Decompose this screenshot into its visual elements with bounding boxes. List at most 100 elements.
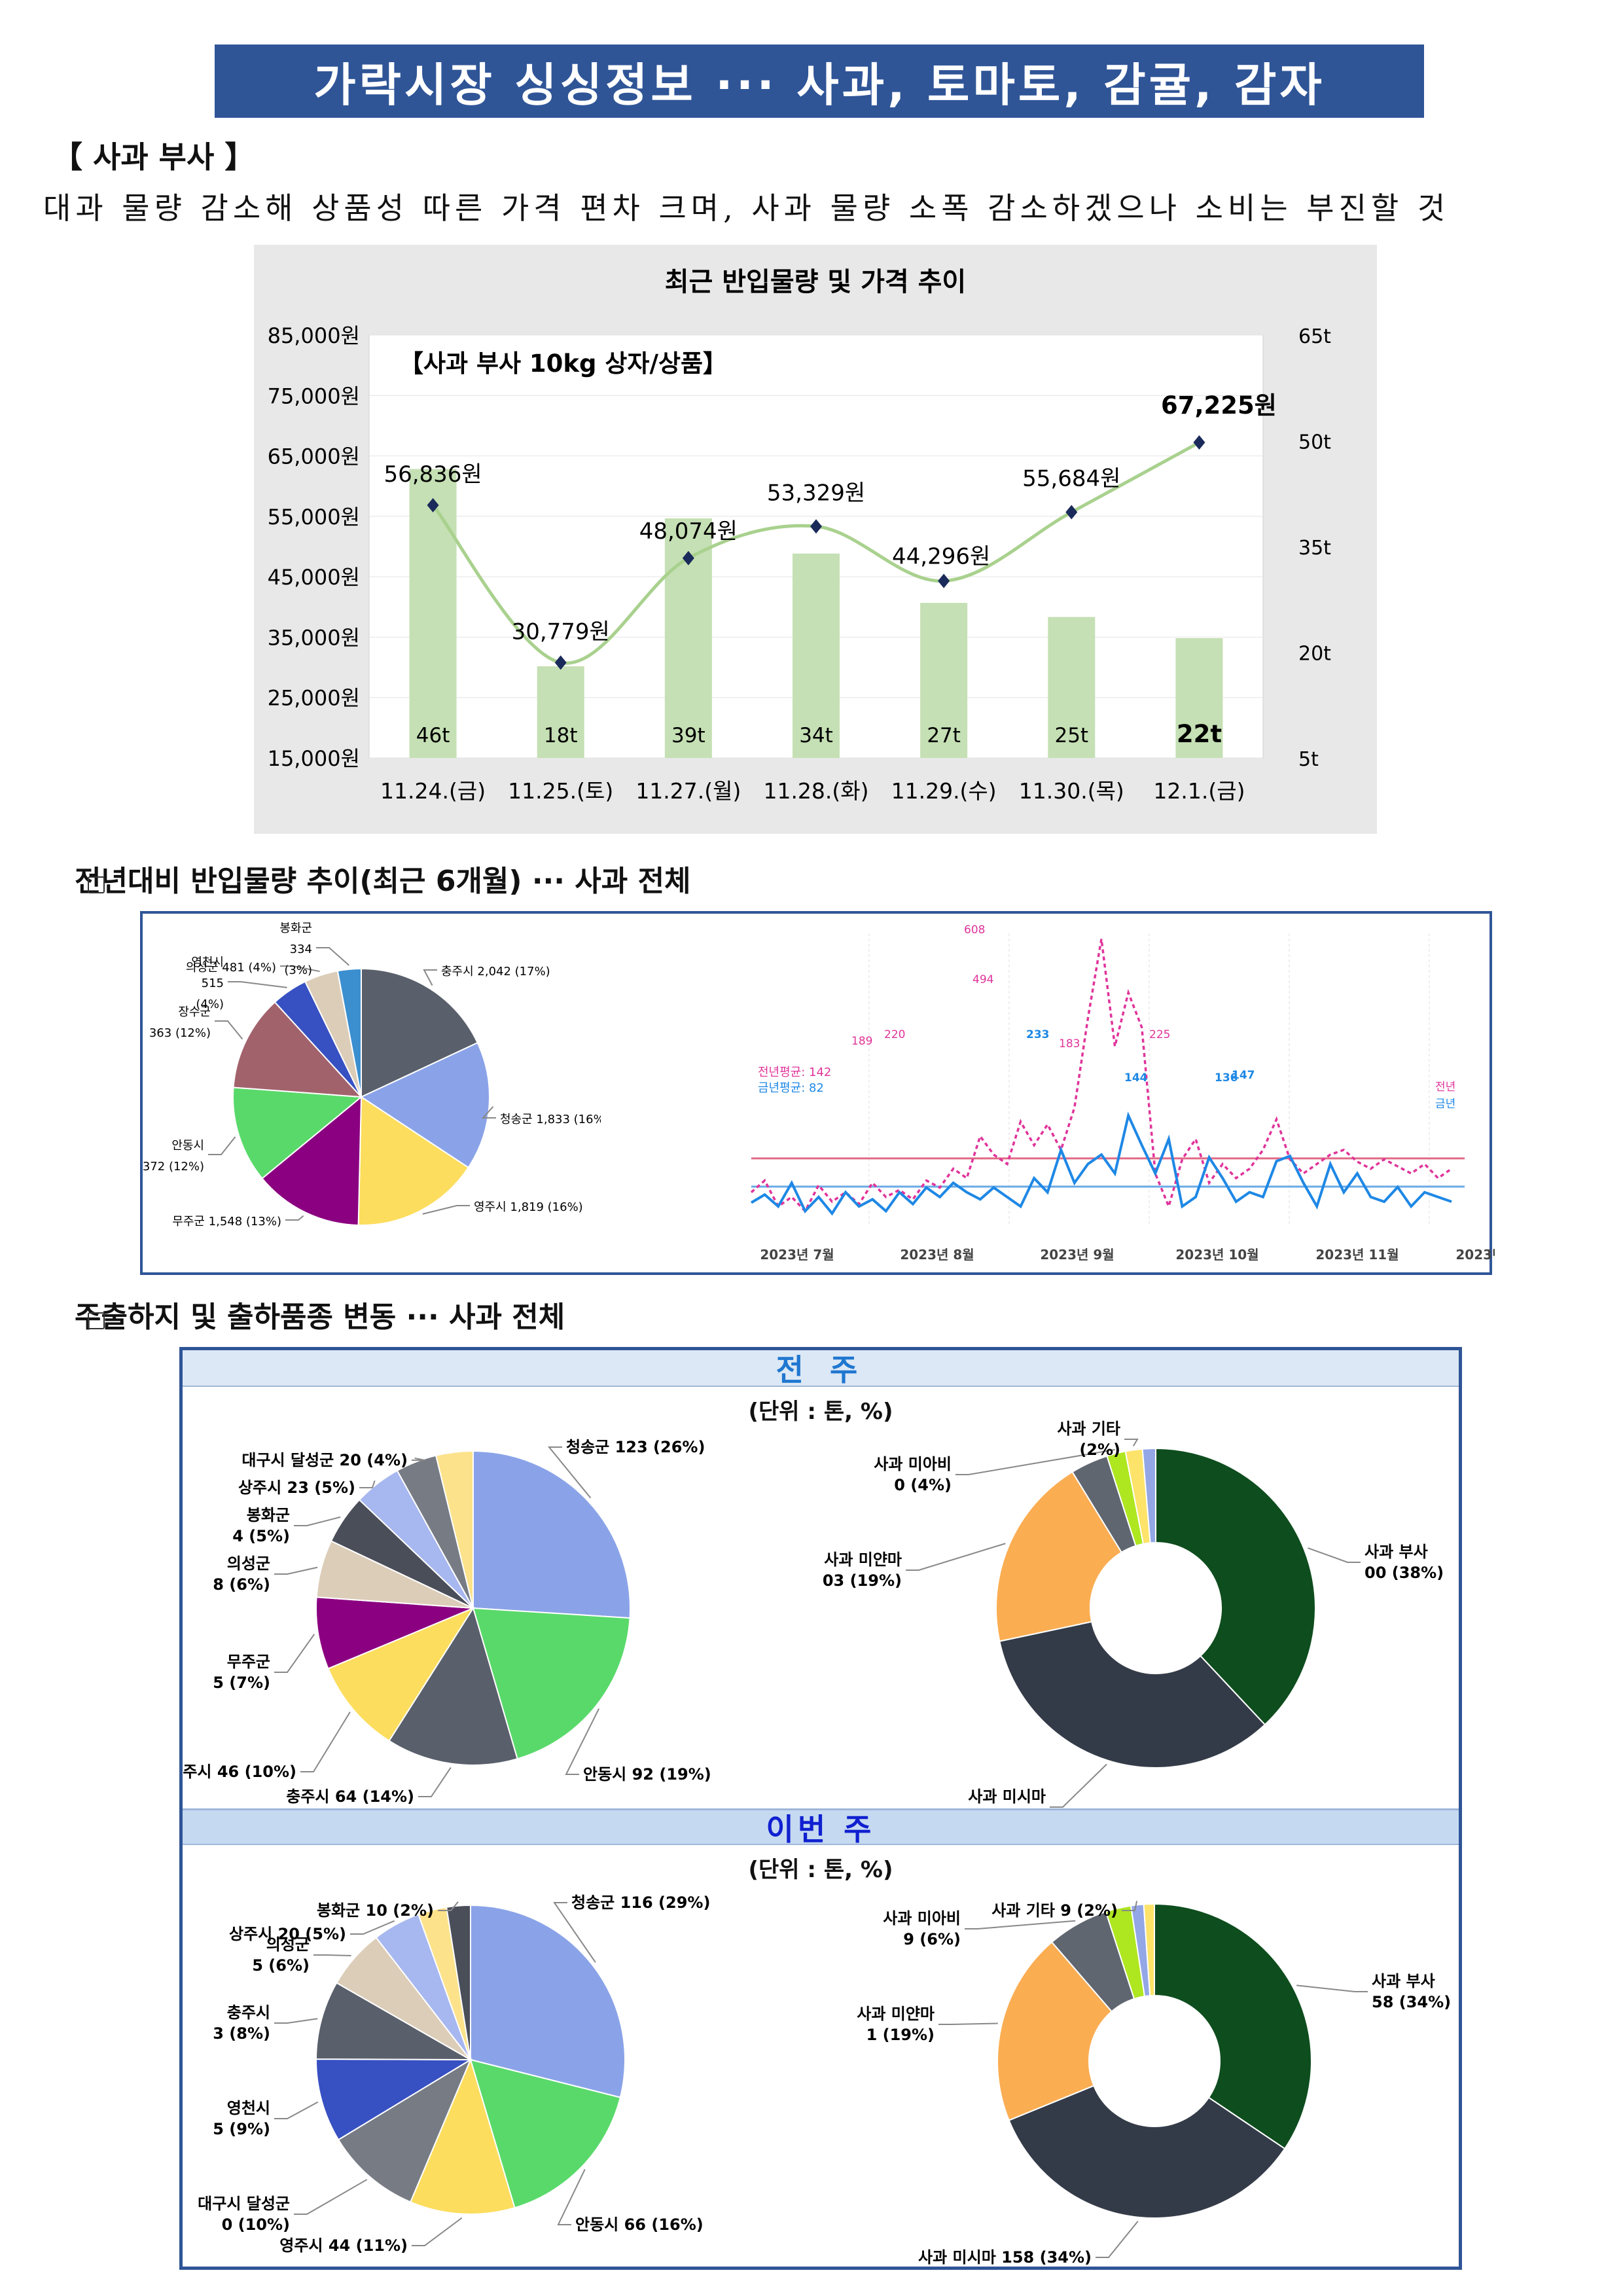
y-right-tick: 35t bbox=[1298, 537, 1331, 560]
annotation: 494 bbox=[972, 973, 993, 986]
annotation: 금년 bbox=[1435, 1098, 1455, 1111]
slice-label: 청송군 116 (29%) bbox=[571, 1893, 710, 1912]
price-line bbox=[431, 440, 1200, 665]
pie-slice bbox=[315, 2058, 473, 2141]
pie-slice bbox=[232, 1001, 363, 1098]
slice-label: 의성군 bbox=[227, 1554, 270, 1573]
pie-slice bbox=[1155, 1447, 1316, 1726]
slice-label: 58 (34%) bbox=[1372, 1993, 1451, 2011]
pie-slice bbox=[361, 967, 478, 1098]
pie-slice bbox=[1143, 1903, 1155, 1997]
price-marker bbox=[938, 573, 950, 588]
pie-slice bbox=[337, 2058, 473, 2203]
pie-slice bbox=[470, 1904, 626, 2098]
price-marker bbox=[682, 550, 694, 565]
bar-label: 39t bbox=[671, 724, 705, 747]
bar bbox=[537, 666, 584, 758]
bar-label: 27t bbox=[927, 724, 961, 747]
slice-label: 9 (6%) bbox=[903, 1930, 961, 1948]
pie-slice bbox=[357, 1096, 470, 1226]
annotation: 금년평균: 82 bbox=[758, 1081, 824, 1095]
slice-label: 사과 미얀마 bbox=[857, 2005, 935, 2023]
annotation: 147 bbox=[1232, 1069, 1255, 1082]
leader-line bbox=[1096, 2221, 1139, 2258]
annotation: 608 bbox=[964, 924, 985, 937]
x-tick: 2023년 10월 bbox=[1175, 1247, 1258, 1263]
slice-label: 0 (10%) bbox=[222, 2215, 290, 2234]
region-pie-6m: 충주시 2,042 (17%) 청송군 1,833 (16%) 영주시 1,819 … bbox=[143, 922, 601, 1229]
y-right-tick: 5t bbox=[1298, 748, 1319, 771]
series-line bbox=[750, 1111, 1452, 1216]
leader-line bbox=[274, 2018, 318, 2024]
y-left-tick: 85,000원 bbox=[268, 323, 360, 348]
section3-heading: 주출하지 및 출하품종 변동 ··· 사과 전체 bbox=[75, 1300, 565, 1334]
y-left-tick: 35,000원 bbox=[268, 625, 360, 650]
chart-title: 최근 반입물량 및 가격 추이 bbox=[665, 267, 967, 297]
pie-slice bbox=[997, 1941, 1113, 2121]
slice-label: 무주군 1,548 (13%) bbox=[172, 1215, 281, 1229]
price-marker bbox=[554, 655, 567, 670]
checkbox-icon bbox=[88, 876, 105, 893]
slice-label: 4 (5%) bbox=[232, 1527, 290, 1545]
leader-line bbox=[316, 947, 349, 966]
slice-label: 장수군 bbox=[178, 1005, 211, 1019]
slice-label: 충주시 64 (14%) bbox=[286, 1787, 414, 1806]
leader-line bbox=[422, 1205, 470, 1215]
price-marker bbox=[427, 497, 439, 512]
volume-line-chart: 2023년 7월 2023년 8월 2023년 9월 2023년 10월 2023년 1… bbox=[750, 924, 1495, 1263]
annotation: 189 bbox=[851, 1035, 872, 1048]
slice-label: 충주시 2,042 (17%) bbox=[441, 965, 550, 978]
bar-label: 22t bbox=[1177, 720, 1222, 748]
y-left-tick: 45,000원 bbox=[268, 565, 360, 590]
leader-line bbox=[313, 1954, 351, 1957]
slice-label: 사과 미아비 bbox=[874, 1455, 952, 1473]
leader-line bbox=[423, 969, 437, 986]
slice-label: 안동시 92 (19%) bbox=[583, 1765, 711, 1784]
price-marker bbox=[1065, 505, 1078, 520]
slice-label: 영주시 1,819 (16%) bbox=[474, 1200, 583, 1214]
unit-label: (단위 : 톤, %) bbox=[748, 1857, 893, 1883]
price-label: 55,684원 bbox=[1022, 466, 1120, 492]
leader-line bbox=[1124, 1439, 1139, 1446]
slice-label: 5 (7%) bbox=[213, 1674, 270, 1692]
leader-line bbox=[412, 2217, 463, 2246]
pie-slice bbox=[336, 967, 362, 1098]
bar bbox=[793, 553, 840, 758]
slice-label: (4%) bbox=[196, 997, 224, 1011]
pie-slice bbox=[472, 1607, 631, 1760]
x-tick: 12.1.(금) bbox=[1153, 778, 1245, 804]
leader-line bbox=[1122, 1901, 1138, 1911]
pie-slice bbox=[446, 1904, 471, 2060]
group-title-lastweek: 전 주 bbox=[183, 1350, 1459, 1388]
pie-slice bbox=[327, 1606, 475, 1742]
variety-donut-thisweek: 사과 부사 58 (34%) 사과 미시마 158 (34%) 사과 미얀마 1 (19… bbox=[857, 1901, 1451, 2267]
leader-line bbox=[553, 1902, 596, 1963]
leader-line bbox=[274, 1634, 315, 1673]
bar bbox=[920, 603, 968, 758]
leader-line bbox=[280, 965, 320, 973]
x-tick: 2023년 8월 bbox=[900, 1247, 974, 1263]
apple-heading: 【 사과 부사 】 bbox=[52, 139, 255, 175]
slice-label: 0 (4%) bbox=[894, 1476, 952, 1494]
bar-label: 46t bbox=[416, 724, 450, 747]
slice-label: 00 (38%) bbox=[1364, 1564, 1444, 1582]
annotation: 233 bbox=[1026, 1028, 1050, 1041]
leader-line bbox=[547, 1446, 592, 1499]
slice-label: 363 (12%) bbox=[149, 1026, 211, 1040]
bar-label: 18t bbox=[544, 724, 578, 747]
slice-label: 사과 기타 bbox=[1057, 1420, 1120, 1438]
pie-slice bbox=[388, 1606, 518, 1766]
price-label: 44,296원 bbox=[892, 544, 990, 570]
leader-line bbox=[294, 1516, 341, 1526]
group-title-thisweek: 이번 주 bbox=[183, 1808, 1459, 1847]
x-tick: 11.29.(수) bbox=[891, 778, 997, 804]
slice-label: 3 (8%) bbox=[213, 2024, 270, 2043]
y-left-tick: 65,000원 bbox=[268, 444, 360, 469]
x-tick: 11.30.(목) bbox=[1019, 778, 1124, 804]
leader-line bbox=[955, 1448, 1116, 1475]
x-tick: 11.24.(금) bbox=[380, 778, 486, 804]
leader-line bbox=[418, 1767, 452, 1797]
pie-slice bbox=[1154, 1903, 1312, 2150]
pie-slice bbox=[1008, 2085, 1286, 2219]
price-marker bbox=[1193, 435, 1205, 450]
